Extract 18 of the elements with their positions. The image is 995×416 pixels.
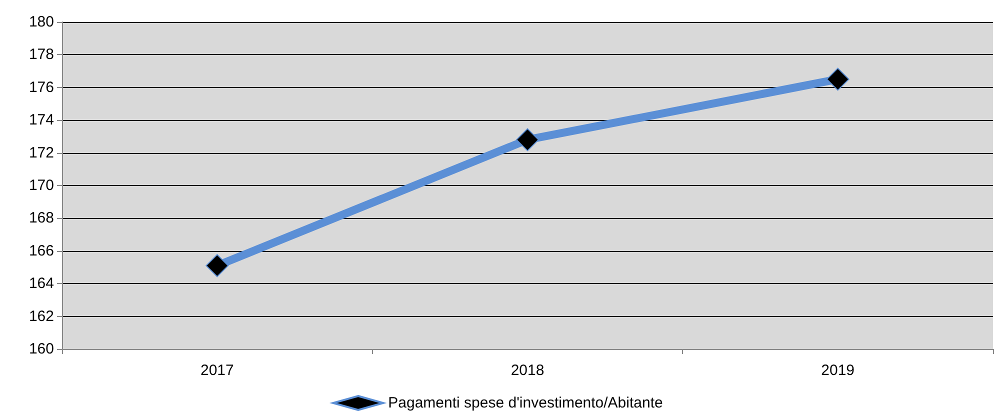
y-tick-label: 178 bbox=[28, 46, 54, 64]
y-tick-label: 174 bbox=[28, 112, 54, 129]
y-tick-label: 162 bbox=[28, 308, 54, 325]
y-tick-label: 164 bbox=[28, 275, 54, 292]
y-tick-label: 168 bbox=[28, 210, 54, 227]
y-tick-label: 166 bbox=[28, 242, 54, 260]
y-tick-label: 170 bbox=[28, 177, 54, 194]
y-tick-label: 180 bbox=[28, 14, 54, 30]
point bbox=[516, 128, 539, 152]
x-tick-label: 2017 bbox=[200, 362, 234, 379]
x-tick-label: 2018 bbox=[510, 362, 544, 379]
legend-label: Pagamenti spese d'investimento/Abitante bbox=[388, 394, 663, 412]
x-tick-label: 2019 bbox=[821, 362, 855, 379]
y-tick-label: 160 bbox=[28, 340, 54, 358]
y-tick-label: 176 bbox=[28, 78, 54, 96]
point bbox=[826, 68, 850, 91]
y-tick-label: 172 bbox=[28, 144, 54, 162]
point bbox=[206, 254, 229, 278]
